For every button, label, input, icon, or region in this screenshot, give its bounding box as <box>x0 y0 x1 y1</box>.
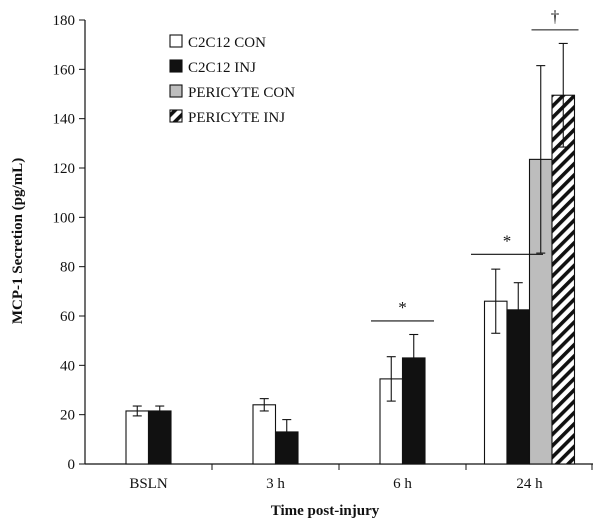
legend-label: C2C12 INJ <box>188 60 256 76</box>
bar <box>401 357 426 465</box>
y-tick-label: 20 <box>60 408 75 424</box>
y-tick-label: 160 <box>53 62 76 78</box>
y-tick-label: 140 <box>53 112 76 128</box>
y-tick-label: 60 <box>60 309 75 325</box>
y-tick-label: 180 <box>53 13 76 29</box>
y-axis-title: MCP-1 Secretion (pg/mL) <box>10 158 26 324</box>
y-tick-label: 40 <box>60 358 75 374</box>
x-tick-label: BSLN <box>129 476 168 492</box>
x-axis-title: Time post-injury <box>271 503 380 519</box>
legend-swatch <box>169 59 183 73</box>
legend-label: PERICYTE INJ <box>188 110 285 126</box>
bars <box>125 94 576 465</box>
y-tick-label: 120 <box>53 161 76 177</box>
axes: 0 20 40 60 80 100 120 140 160 180 BSLN 3 h 6 h 24 h <box>53 13 593 492</box>
y-tick-label: 0 <box>68 457 76 473</box>
significance-marker: * <box>398 298 407 317</box>
annotations: * * † <box>371 7 579 322</box>
y-tick-label: 80 <box>60 260 75 276</box>
bar <box>147 410 172 465</box>
legend: C2C12 CON C2C12 INJ PERICYTE CON PERICYTE I… <box>169 34 295 126</box>
bar <box>551 94 576 465</box>
legend-swatch <box>169 34 183 48</box>
legend-label: PERICYTE CON <box>188 85 295 101</box>
x-tick-label: 24 h <box>516 476 543 492</box>
bar <box>506 309 531 465</box>
legend-swatch <box>169 84 183 98</box>
bar <box>274 431 299 465</box>
legend-label: C2C12 CON <box>188 35 266 51</box>
bar <box>125 410 150 465</box>
significance-marker: † <box>551 7 560 26</box>
legend-swatch <box>169 109 183 123</box>
x-tick-label: 3 h <box>266 476 285 492</box>
bar <box>252 404 277 465</box>
y-tick-label: 100 <box>53 210 76 226</box>
significance-marker: * <box>503 231 512 250</box>
x-tick-label: 6 h <box>393 476 412 492</box>
error-bars <box>132 42 568 432</box>
